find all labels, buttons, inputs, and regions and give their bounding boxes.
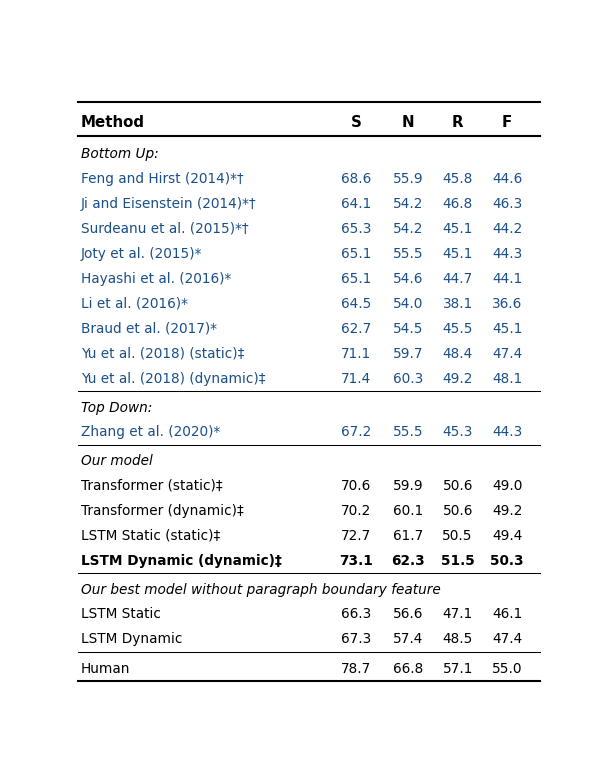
Text: 70.2: 70.2 [341, 504, 371, 518]
Text: 64.5: 64.5 [341, 296, 371, 310]
Text: Bottom Up:: Bottom Up: [81, 147, 159, 161]
Text: 44.1: 44.1 [492, 272, 522, 286]
Text: 44.2: 44.2 [492, 222, 522, 236]
Text: Top Down:: Top Down: [81, 401, 152, 415]
Text: 65.3: 65.3 [341, 222, 371, 236]
Text: 66.3: 66.3 [341, 608, 371, 622]
Text: 50.3: 50.3 [490, 554, 524, 568]
Text: 48.5: 48.5 [443, 632, 473, 646]
Text: Li et al. (2016)*: Li et al. (2016)* [81, 296, 188, 310]
Text: 71.1: 71.1 [341, 347, 371, 361]
Text: 62.3: 62.3 [392, 554, 425, 568]
Text: LSTM Static (static)‡: LSTM Static (static)‡ [81, 528, 220, 542]
Text: 65.1: 65.1 [341, 272, 371, 286]
Text: Our best model without paragraph boundary feature: Our best model without paragraph boundar… [81, 583, 440, 597]
Text: LSTM Dynamic (dynamic)‡: LSTM Dynamic (dynamic)‡ [81, 554, 282, 568]
Text: 46.3: 46.3 [492, 196, 522, 210]
Text: 44.6: 44.6 [492, 171, 522, 185]
Text: 45.8: 45.8 [443, 171, 473, 185]
Text: 73.1: 73.1 [339, 554, 373, 568]
Text: 62.7: 62.7 [341, 322, 371, 336]
Text: Ji and Eisenstein (2014)*†: Ji and Eisenstein (2014)*† [81, 196, 257, 210]
Text: Yu et al. (2018) (static)‡: Yu et al. (2018) (static)‡ [81, 347, 244, 361]
Text: 67.2: 67.2 [341, 425, 371, 439]
Text: Braud et al. (2017)*: Braud et al. (2017)* [81, 322, 216, 336]
Text: 54.5: 54.5 [393, 322, 423, 336]
Text: F: F [502, 115, 513, 130]
Text: 36.6: 36.6 [492, 296, 522, 310]
Text: 68.6: 68.6 [341, 171, 371, 185]
Text: 44.3: 44.3 [492, 247, 522, 261]
Text: 54.0: 54.0 [393, 296, 423, 310]
Text: Our model: Our model [81, 454, 153, 468]
Text: 60.1: 60.1 [393, 504, 423, 518]
Text: 46.1: 46.1 [492, 608, 522, 622]
Text: 64.1: 64.1 [341, 196, 371, 210]
Text: 55.9: 55.9 [393, 171, 424, 185]
Text: 38.1: 38.1 [443, 296, 473, 310]
Text: 44.3: 44.3 [492, 425, 522, 439]
Text: Hayashi et al. (2016)*: Hayashi et al. (2016)* [81, 272, 231, 286]
Text: 70.6: 70.6 [341, 479, 371, 493]
Text: Joty et al. (2015)*: Joty et al. (2015)* [81, 247, 202, 261]
Text: 50.5: 50.5 [443, 528, 473, 542]
Text: 55.5: 55.5 [393, 247, 424, 261]
Text: 45.1: 45.1 [443, 247, 473, 261]
Text: 54.2: 54.2 [393, 196, 423, 210]
Text: 47.1: 47.1 [443, 608, 473, 622]
Text: LSTM Static: LSTM Static [81, 608, 161, 622]
Text: 45.3: 45.3 [443, 425, 473, 439]
Text: 49.2: 49.2 [492, 504, 522, 518]
Text: 47.4: 47.4 [492, 632, 522, 646]
Text: 45.1: 45.1 [492, 322, 522, 336]
Text: 48.1: 48.1 [492, 372, 522, 386]
Text: 49.4: 49.4 [492, 528, 522, 542]
Text: 45.1: 45.1 [443, 222, 473, 236]
Text: 57.1: 57.1 [443, 662, 473, 676]
Text: LSTM Dynamic: LSTM Dynamic [81, 632, 182, 646]
Text: 78.7: 78.7 [341, 662, 371, 676]
Text: 49.0: 49.0 [492, 479, 522, 493]
Text: 71.4: 71.4 [341, 372, 371, 386]
Text: 48.4: 48.4 [443, 347, 473, 361]
Text: 45.5: 45.5 [443, 322, 473, 336]
Text: S: S [351, 115, 362, 130]
Text: 55.5: 55.5 [393, 425, 424, 439]
Text: Feng and Hirst (2014)*†: Feng and Hirst (2014)*† [81, 171, 243, 185]
Text: R: R [452, 115, 463, 130]
Text: 50.6: 50.6 [443, 479, 473, 493]
Text: Zhang et al. (2020)*: Zhang et al. (2020)* [81, 425, 220, 439]
Text: 56.6: 56.6 [393, 608, 423, 622]
Text: 57.4: 57.4 [393, 632, 423, 646]
Text: Transformer (static)‡: Transformer (static)‡ [81, 479, 223, 493]
Text: 47.4: 47.4 [492, 347, 522, 361]
Text: Transformer (dynamic)‡: Transformer (dynamic)‡ [81, 504, 243, 518]
Text: Surdeanu et al. (2015)*†: Surdeanu et al. (2015)*† [81, 222, 248, 236]
Text: 46.8: 46.8 [443, 196, 473, 210]
Text: 72.7: 72.7 [341, 528, 371, 542]
Text: 59.7: 59.7 [393, 347, 423, 361]
Text: 44.7: 44.7 [443, 272, 473, 286]
Text: Method: Method [81, 115, 145, 130]
Text: 59.9: 59.9 [393, 479, 424, 493]
Text: 54.6: 54.6 [393, 272, 423, 286]
Text: 54.2: 54.2 [393, 222, 423, 236]
Text: Yu et al. (2018) (dynamic)‡: Yu et al. (2018) (dynamic)‡ [81, 372, 265, 386]
Text: 65.1: 65.1 [341, 247, 371, 261]
Text: 61.7: 61.7 [393, 528, 423, 542]
Text: 51.5: 51.5 [441, 554, 475, 568]
Text: Human: Human [81, 662, 130, 676]
Text: 49.2: 49.2 [443, 372, 473, 386]
Text: 67.3: 67.3 [341, 632, 371, 646]
Text: N: N [402, 115, 415, 130]
Text: 60.3: 60.3 [393, 372, 423, 386]
Text: 66.8: 66.8 [393, 662, 423, 676]
Text: 55.0: 55.0 [492, 662, 522, 676]
Text: 50.6: 50.6 [443, 504, 473, 518]
